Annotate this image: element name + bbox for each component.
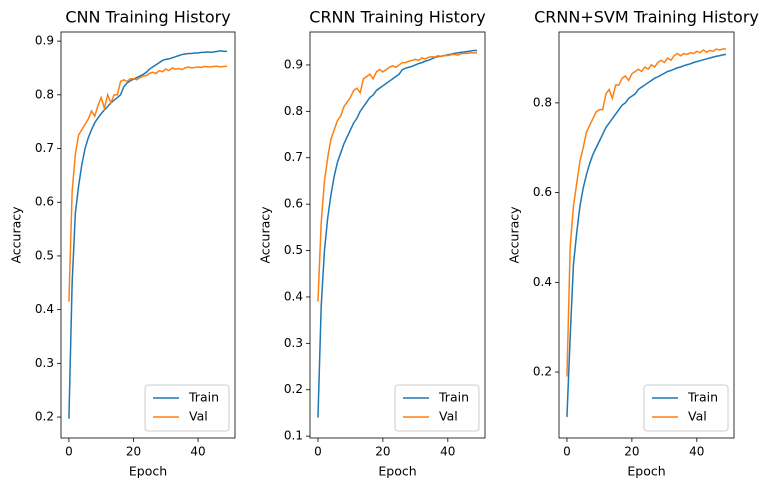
y-tick-label: 0.2 xyxy=(35,410,54,424)
x-tick-label: 20 xyxy=(126,445,141,459)
y-tick-label: 0.3 xyxy=(284,336,303,350)
subplot-title: CRNN Training History xyxy=(309,8,485,27)
y-tick-label: 0.7 xyxy=(284,150,303,164)
y-tick-label: 0.6 xyxy=(533,185,552,199)
legend-box xyxy=(144,384,230,432)
y-tick-label: 0.9 xyxy=(284,57,303,71)
data-line xyxy=(566,48,727,377)
axes-frame xyxy=(60,31,236,439)
data-line xyxy=(566,53,727,417)
y-tick-label: 0.4 xyxy=(35,302,54,316)
legend-label: Train xyxy=(188,390,219,405)
y-tick-label: 0.7 xyxy=(35,141,54,155)
y-tick-label: 0.6 xyxy=(284,197,303,211)
legend-label: Val xyxy=(439,409,458,424)
y-tick-label: 0.5 xyxy=(284,243,303,257)
axes-frame xyxy=(309,31,486,439)
legend: Train Val xyxy=(144,384,230,432)
y-tick-label: 0.8 xyxy=(284,104,303,118)
y-axis-label: Accuracy xyxy=(9,206,24,264)
x-tick-label: 40 xyxy=(190,445,205,459)
subplot-title: CNN Training History xyxy=(65,8,230,27)
legend-label: Val xyxy=(688,409,707,424)
subplot: CNN Training History 0 20 40 0.2 0.3 0.4 0.5 0.6… xyxy=(9,8,236,479)
y-tick-label: 0.2 xyxy=(533,365,552,379)
data-line xyxy=(317,49,478,418)
y-tick-label: 0.8 xyxy=(533,95,552,109)
data-line xyxy=(317,52,478,302)
subplot: CRNN Training History 0 20 40 0.1 0.2 0.3 0.4 0.… xyxy=(258,8,486,479)
x-axis-label: Epoch xyxy=(627,464,665,479)
legend-box xyxy=(394,384,480,432)
subplot-title: CRNN+SVM Training History xyxy=(534,8,759,27)
x-tick-label: 20 xyxy=(375,445,390,459)
x-axis-label: Epoch xyxy=(129,464,167,479)
y-tick-label: 0.6 xyxy=(35,195,54,209)
y-tick-label: 0.9 xyxy=(35,34,54,48)
legend-box xyxy=(643,384,729,432)
y-axis-label: Accuracy xyxy=(258,206,273,264)
data-line xyxy=(68,65,228,302)
y-axis-label: Accuracy xyxy=(507,206,522,264)
legend-label: Train xyxy=(687,390,718,405)
x-tick-label: 0 xyxy=(65,445,73,459)
x-tick-label: 40 xyxy=(689,445,704,459)
x-axis-label: Epoch xyxy=(378,464,416,479)
legend-label: Val xyxy=(189,409,208,424)
axes-frame xyxy=(558,31,735,439)
x-tick-label: 20 xyxy=(624,445,639,459)
x-tick-label: 0 xyxy=(314,445,322,459)
x-tick-label: 40 xyxy=(440,445,455,459)
y-tick-label: 0.8 xyxy=(35,87,54,101)
y-tick-label: 0.3 xyxy=(35,356,54,370)
y-tick-label: 0.5 xyxy=(35,248,54,262)
x-tick-label: 0 xyxy=(563,445,571,459)
y-tick-label: 0.1 xyxy=(284,429,303,443)
subplot: CRNN+SVM Training History 0 20 40 0.2 0.4 0.6 0… xyxy=(507,8,759,479)
y-tick-label: 0.4 xyxy=(533,275,552,289)
legend-label: Train xyxy=(438,390,469,405)
data-line xyxy=(68,50,228,419)
y-tick-label: 0.2 xyxy=(284,382,303,396)
y-tick-label: 0.4 xyxy=(284,289,303,303)
legend: Train Val xyxy=(643,384,729,432)
legend: Train Val xyxy=(394,384,480,432)
